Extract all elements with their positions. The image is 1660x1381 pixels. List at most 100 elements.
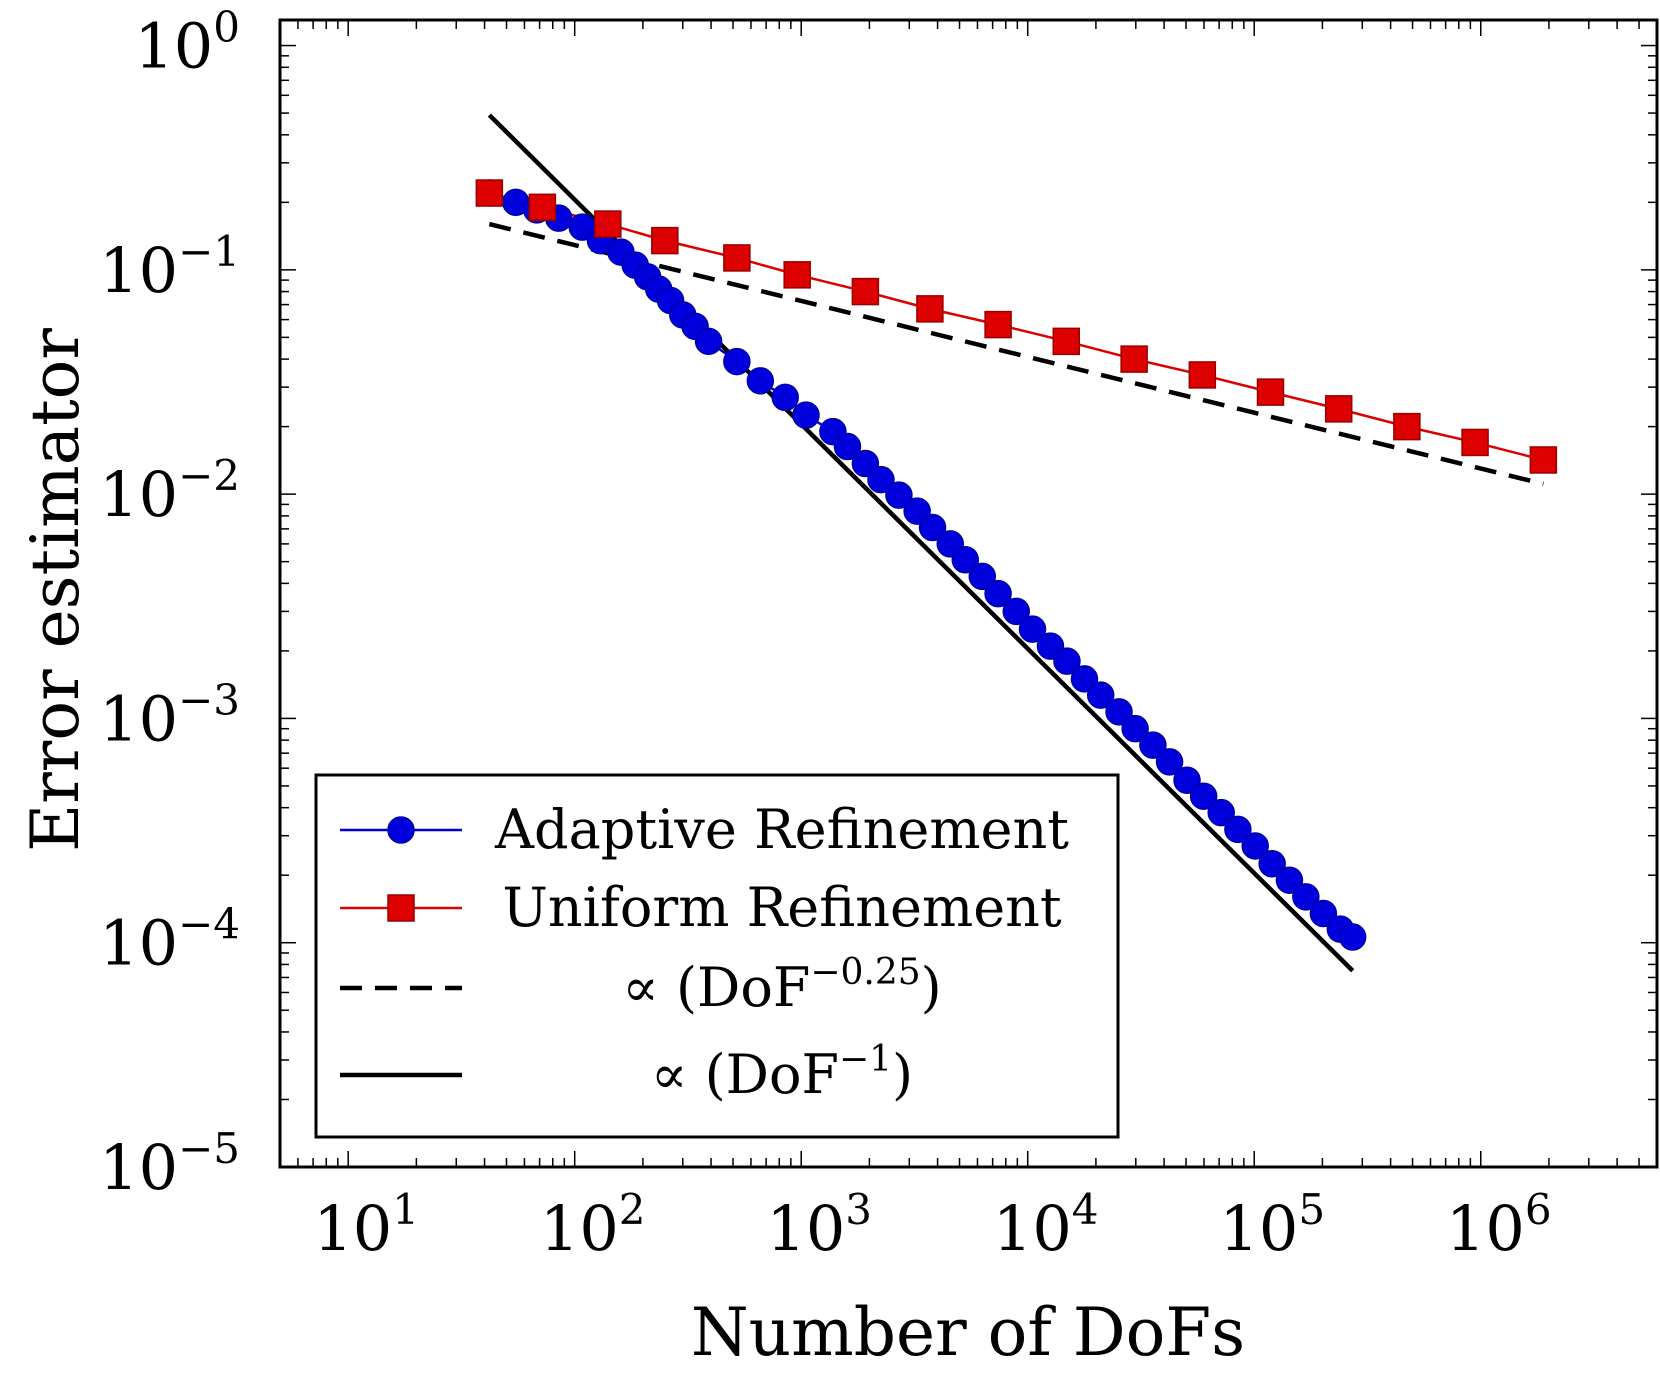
legend-entry-1: Uniform Refinement <box>340 876 1062 939</box>
legend-marker-square <box>387 894 415 922</box>
legend-entry-3: ∝ (DoF−1) <box>340 1039 913 1106</box>
legend-entry-0: Adaptive Refinement <box>340 798 1069 861</box>
adaptive-point <box>694 327 723 356</box>
legend-label: Adaptive Refinement <box>494 798 1069 861</box>
x-tick-label: 106 <box>1446 1185 1552 1265</box>
adaptive-point <box>1173 766 1201 795</box>
legend: Adaptive Refinement Uniform Refinement ∝ (… <box>314 773 1120 1139</box>
x-axis-title: Number of DoFs <box>691 1294 1245 1371</box>
uniform-point <box>783 261 811 289</box>
tick-base: 10 <box>99 1131 178 1204</box>
uniform-point <box>1052 327 1081 356</box>
legend-entry-2: ∝ (DoF−0.25) <box>340 952 942 1019</box>
y-tick-label: 10−4 <box>99 900 240 980</box>
uniform-point <box>1188 361 1217 389</box>
legend-label: ∝ (DoF−0.25) <box>622 952 941 1019</box>
adaptive-point <box>918 513 947 542</box>
x-tick-label: 104 <box>993 1185 1099 1265</box>
adaptive-point <box>771 383 799 412</box>
adaptive-point <box>1338 923 1367 951</box>
uniform-point <box>851 277 880 306</box>
x-tick-label: 102 <box>540 1185 646 1265</box>
legend-label: ∝ (DoF−1) <box>651 1039 913 1106</box>
adaptive-point <box>1105 698 1133 726</box>
adaptive-point <box>1292 883 1320 911</box>
uniform-point <box>1529 446 1558 474</box>
uniform-point <box>1256 378 1285 406</box>
adaptive-point <box>1224 815 1252 844</box>
uniform-point <box>916 295 944 323</box>
x-tick-label: 103 <box>766 1185 872 1265</box>
tick-exponent: 5 <box>1298 1185 1325 1234</box>
adaptive-point <box>1241 832 1269 860</box>
adaptive-point <box>984 579 1012 608</box>
tick-base: 10 <box>99 234 178 307</box>
adaptive-point <box>1275 866 1304 894</box>
uniform-point <box>475 179 504 207</box>
uniform-point <box>984 310 1012 339</box>
y-tick-label: 100 <box>134 3 240 83</box>
adaptive-point <box>1189 782 1218 810</box>
adaptive-point <box>1258 849 1286 878</box>
adaptive-point <box>746 367 775 395</box>
uniform-point <box>1393 412 1421 441</box>
adaptive-point <box>1053 647 1081 675</box>
legend-label: Uniform Refinement <box>502 876 1062 939</box>
uniform-point <box>1324 395 1353 423</box>
y-tick-label: 10−5 <box>99 1124 240 1204</box>
x-tick-label: 105 <box>1219 1185 1325 1265</box>
tick-exponent: 1 <box>392 1185 419 1234</box>
y-tick-label: 10−3 <box>99 675 240 755</box>
adaptive-point <box>1002 597 1031 626</box>
adaptive-point <box>968 562 997 591</box>
tick-base: 10 <box>313 1192 392 1265</box>
adaptive-point <box>1018 615 1047 643</box>
tick-base: 10 <box>99 682 178 755</box>
tick-exponent: 6 <box>1525 1185 1552 1234</box>
uniform-point <box>723 244 751 272</box>
legend-marker-circle <box>387 816 415 844</box>
x-tick-label: 101 <box>313 1185 419 1265</box>
series-line-1 <box>489 191 1544 462</box>
y-axis-title: Error estimator <box>17 328 94 852</box>
tick-exponent: −4 <box>178 900 240 949</box>
uniform-point <box>651 226 679 255</box>
tick-exponent: 4 <box>1072 1185 1099 1234</box>
adaptive-point <box>1070 665 1099 693</box>
tick-base: 10 <box>540 1192 619 1265</box>
adaptive-point <box>885 481 913 509</box>
adaptive-point <box>1309 899 1338 928</box>
uniform-point <box>528 193 557 222</box>
uniform-point <box>594 210 622 238</box>
plot-frame <box>278 18 1659 1169</box>
tick-base: 10 <box>766 1192 845 1265</box>
tick-exponent: −3 <box>178 675 240 724</box>
plot-marks <box>475 113 1558 973</box>
tick-exponent: −5 <box>178 1124 240 1173</box>
uniform-point <box>1120 345 1148 373</box>
tick-base: 10 <box>1219 1192 1298 1265</box>
tick-base: 10 <box>134 10 213 83</box>
adaptive-point <box>792 401 820 429</box>
adaptive-point <box>833 432 862 461</box>
y-tick-label: 10−2 <box>99 451 240 531</box>
tick-exponent: 2 <box>619 1185 646 1234</box>
tick-base: 10 <box>1446 1192 1525 1265</box>
series-line-2 <box>488 221 1544 487</box>
tick-exponent: 3 <box>845 1185 872 1234</box>
adaptive-point <box>1121 714 1149 743</box>
tick-base: 10 <box>99 458 178 531</box>
tick-exponent: −2 <box>178 451 240 500</box>
tick-exponent: −1 <box>178 227 240 276</box>
x-axis-ticks: 101 102 103 104 105 106 <box>279 20 1658 1265</box>
adaptive-point <box>1155 748 1184 776</box>
adaptive-point <box>951 545 980 574</box>
adaptive-point <box>1207 798 1235 827</box>
adaptive-point <box>723 347 751 376</box>
adaptive-point <box>1086 681 1115 709</box>
uniform-point <box>1461 428 1489 457</box>
y-tick-label: 10−1 <box>99 227 240 307</box>
tick-base: 10 <box>993 1192 1072 1265</box>
